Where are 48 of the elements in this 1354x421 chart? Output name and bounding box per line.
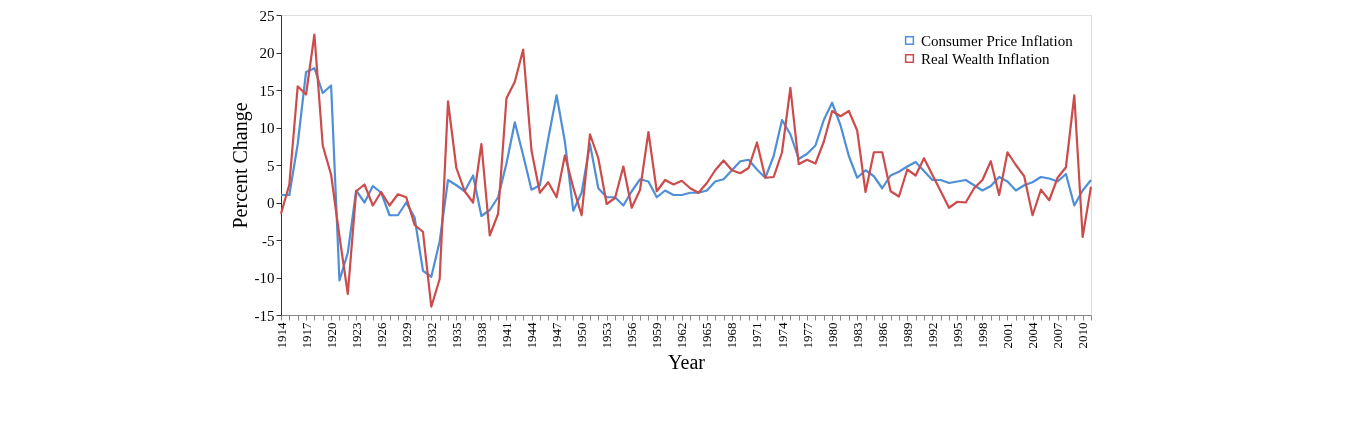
x-tick-label: 1971 [749,322,765,349]
x-tick-label: 2007 [1050,322,1066,349]
x-tick-label: 1932 [423,322,439,349]
x-tick-label: 1959 [649,322,665,349]
x-tick-label: 1989 [899,322,915,349]
x-tick-label: 2010 [1075,322,1091,349]
x-tick-label: 1962 [674,322,690,349]
x-tick-label: 1956 [624,322,640,349]
x-tick-label: 1968 [724,322,740,349]
y-tick-label: -5 [262,232,275,249]
x-tick-label: 1923 [348,322,364,349]
x-tick-label: 1980 [824,322,840,349]
x-tick-label: 1953 [599,322,615,349]
x-tick-label: 1917 [298,322,314,349]
x-tick-label: 2001 [999,322,1015,349]
legend-label: Consumer Price Inflation [921,32,1074,49]
y-tick-label: -15 [254,307,275,324]
y-axis-title: Percent Change [228,102,252,229]
line-series [279,33,1093,308]
x-tick-label: 1992 [924,322,940,349]
y-tick-label: 5 [267,157,275,174]
y-tick-label: -10 [254,270,275,286]
x-tick-label: 2004 [1025,322,1041,349]
x-axis-title: Year [668,350,706,373]
x-tick-label: 1947 [549,322,565,349]
x-tick-label: 1986 [874,322,890,349]
x-tick-label: 1944 [524,322,540,349]
x-tick-label: 1926 [373,322,389,349]
legend-label: Real Wealth Inflation [921,50,1050,67]
x-tick-label: 1950 [574,322,590,349]
line-series [279,67,1093,282]
x-tick-label: 1995 [949,322,965,349]
x-tick-label: 1929 [398,322,414,349]
x-tick-label: 1920 [323,322,339,349]
x-tick-label: 1998 [974,322,990,349]
x-tick-label: 1965 [699,322,715,349]
y-tick-label: 0 [267,195,275,211]
x-tick-label: 1935 [448,322,464,349]
y-tick-label: 25 [259,7,275,24]
y-tick-label: 20 [259,45,275,61]
x-tick-label: 1938 [473,322,489,349]
x-tick-label: 1983 [849,322,865,349]
y-tick-label: 10 [259,120,275,136]
x-tick-label: 1914 [273,322,289,349]
x-tick-label: 1977 [799,322,815,349]
y-tick-label: 15 [259,82,275,99]
x-tick-label: 1941 [498,322,514,349]
x-tick-label: 1974 [774,322,790,349]
